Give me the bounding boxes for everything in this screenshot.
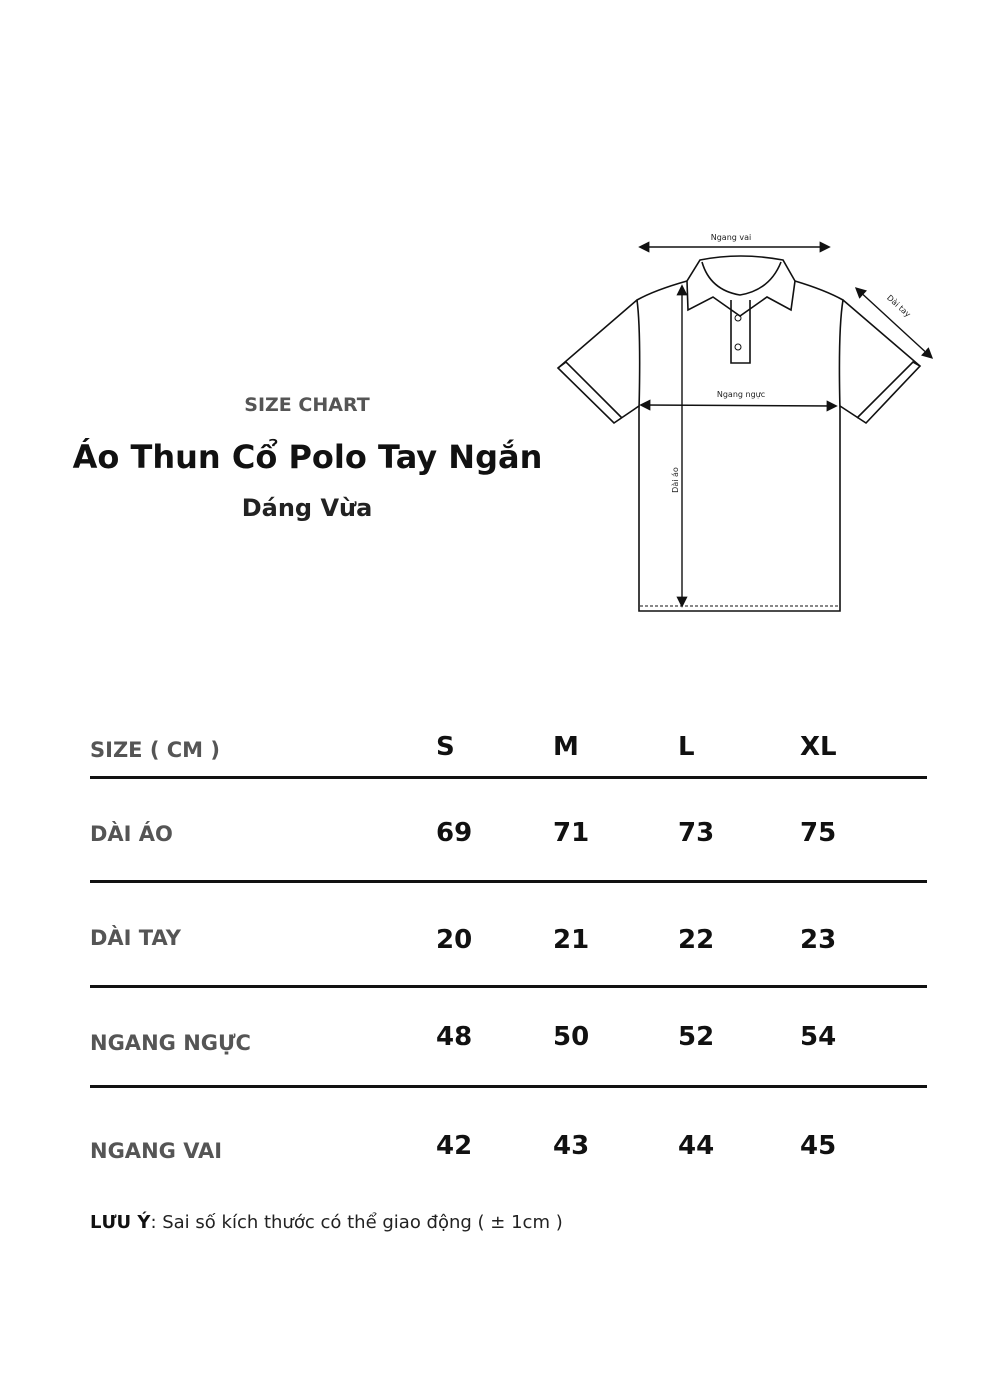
row-label: NGANG VAI [90,1139,223,1163]
size-header-l: L [678,732,695,762]
button-icon [734,314,742,322]
button-icon [734,343,742,351]
shoulder-label: Ngang vai [711,233,752,242]
cell: 48 [436,1022,473,1052]
cell: 45 [800,1131,837,1161]
cell: 44 [678,1131,715,1161]
cell: 73 [678,818,715,848]
note-prefix: LƯU Ý [90,1212,151,1233]
measurement-arrows [638,241,934,608]
tolerance-note: LƯU Ý: Sai số kích thước có thể giao độn… [90,1212,563,1233]
cell: 43 [553,1131,590,1161]
size-header-xl: XL [800,732,837,762]
note-text: : Sai số kích thước có thể giao động ( ±… [150,1212,563,1233]
size-chart-kicker: SIZE CHART [244,394,370,416]
cell: 75 [800,818,837,848]
product-title: Áo Thun Cổ Polo Tay Ngắn [72,438,543,476]
divider [90,880,927,883]
cell: 21 [553,925,590,955]
divider [90,1085,927,1088]
divider [90,985,927,988]
row-label: NGANG NGỰC [90,1031,251,1055]
sleeve-label: Dài tay [885,293,912,319]
length-label: Dài áo [671,467,680,493]
size-header-m: M [553,732,579,762]
cell: 42 [436,1131,473,1161]
row-label: DÀI TAY [90,926,181,950]
cell: 20 [436,925,473,955]
cell: 22 [678,925,715,955]
cell: 50 [553,1022,590,1052]
table-header-label: SIZE ( CM ) [90,738,220,762]
cell: 23 [800,925,837,955]
cell: 71 [553,818,590,848]
cell: 54 [800,1022,837,1052]
cell: 52 [678,1022,715,1052]
chest-label: Ngang ngực [717,390,765,400]
divider [90,776,927,779]
shirt-outline [556,255,922,612]
cell: 69 [436,818,473,848]
size-header-s: S [436,732,455,762]
row-label: DÀI ÁO [90,822,173,846]
polo-shirt-diagram: Ngang vai Ngang ngực Dài áo Dài tay [556,233,934,612]
fit-subtitle: Dáng Vừa [241,494,373,522]
